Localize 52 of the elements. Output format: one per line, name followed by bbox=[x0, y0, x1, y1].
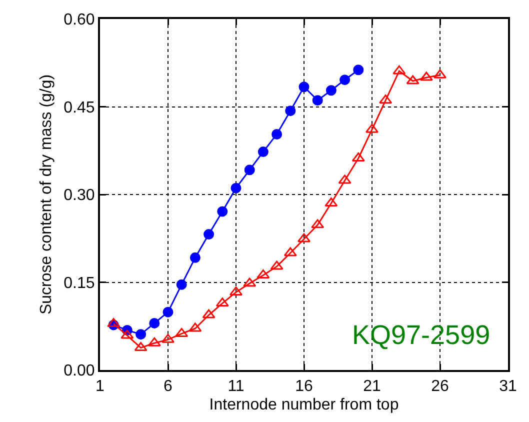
point bbox=[175, 328, 188, 337]
point bbox=[326, 85, 336, 96]
point bbox=[324, 198, 338, 207]
point bbox=[149, 318, 160, 328]
point bbox=[162, 306, 174, 318]
point bbox=[379, 94, 392, 104]
point bbox=[285, 106, 296, 116]
point bbox=[134, 342, 148, 352]
point bbox=[353, 64, 364, 76]
point bbox=[204, 229, 214, 240]
point bbox=[338, 174, 352, 184]
point bbox=[298, 82, 310, 92]
point bbox=[272, 128, 282, 140]
point bbox=[136, 329, 146, 340]
y-tick-label: 0.60 bbox=[64, 12, 95, 29]
y-tick-label: 0.45 bbox=[64, 99, 95, 116]
y-tick-label: 0.30 bbox=[64, 187, 95, 204]
point bbox=[256, 269, 270, 278]
point bbox=[243, 278, 256, 287]
x-tick-label: 11 bbox=[228, 378, 244, 396]
point bbox=[188, 322, 202, 332]
point bbox=[311, 219, 324, 228]
x-tick-label: 6 bbox=[164, 378, 173, 396]
y-axis-title: Sucrose content of dry mass (g/g) bbox=[38, 74, 56, 315]
point bbox=[244, 164, 255, 176]
x-tick-label: 1 bbox=[96, 378, 105, 396]
point bbox=[284, 247, 297, 256]
point bbox=[190, 252, 200, 263]
point bbox=[258, 146, 268, 158]
x-tick-label: 21 bbox=[363, 378, 381, 396]
point bbox=[217, 206, 228, 217]
point bbox=[406, 75, 420, 84]
point bbox=[312, 95, 323, 106]
point bbox=[352, 152, 365, 162]
point bbox=[420, 72, 433, 81]
point bbox=[202, 309, 216, 318]
point bbox=[176, 279, 187, 290]
y-tick-label: 0.00 bbox=[64, 362, 95, 380]
x-axis-title: Internode number from top bbox=[209, 396, 399, 414]
point bbox=[270, 260, 284, 270]
point bbox=[230, 182, 242, 194]
x-tick-label: 26 bbox=[431, 378, 449, 396]
point bbox=[216, 298, 229, 307]
y-tick-label: 0.15 bbox=[64, 274, 95, 292]
point bbox=[392, 65, 406, 74]
point bbox=[148, 337, 161, 346]
point bbox=[120, 330, 134, 339]
x-tick-label: 31 bbox=[499, 378, 517, 396]
point bbox=[107, 318, 120, 328]
annotation: KQ97-2599 bbox=[352, 320, 490, 350]
point bbox=[340, 74, 350, 86]
x-tick-label: 16 bbox=[295, 378, 313, 396]
